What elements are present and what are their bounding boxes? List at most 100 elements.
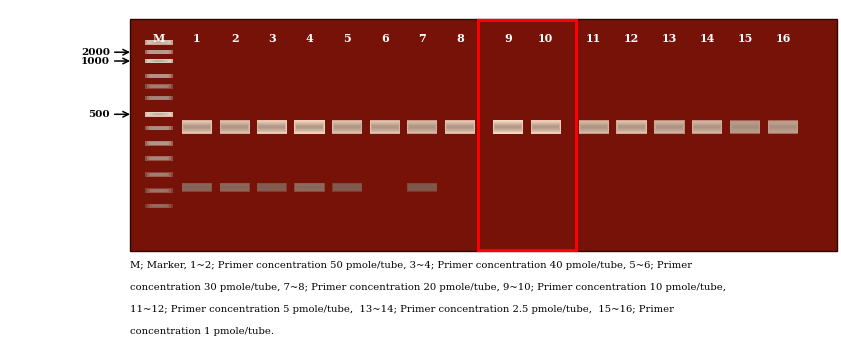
Bar bbox=[157, 42, 161, 43]
Bar bbox=[151, 127, 167, 130]
Bar bbox=[409, 126, 436, 128]
Bar bbox=[294, 121, 325, 133]
Bar bbox=[258, 186, 285, 189]
Bar bbox=[654, 121, 685, 133]
Bar bbox=[182, 183, 212, 192]
Bar bbox=[257, 121, 287, 133]
Bar bbox=[149, 157, 169, 160]
Bar bbox=[182, 184, 211, 191]
Bar bbox=[655, 122, 684, 132]
Bar bbox=[157, 158, 161, 159]
Bar bbox=[694, 126, 721, 128]
Bar bbox=[495, 124, 521, 130]
Bar bbox=[532, 124, 560, 131]
Bar bbox=[145, 96, 172, 100]
Text: M; Marker, 1~2; Primer concentration 50 pmole/tube, 3~4; Primer concentration 40: M; Marker, 1~2; Primer concentration 50 … bbox=[130, 261, 692, 271]
Bar bbox=[183, 186, 210, 189]
Bar bbox=[333, 122, 362, 132]
Bar bbox=[446, 124, 474, 131]
Bar bbox=[156, 60, 162, 61]
Bar bbox=[332, 121, 362, 133]
Bar bbox=[152, 41, 166, 44]
Bar bbox=[770, 126, 796, 128]
Bar bbox=[151, 189, 167, 192]
Bar bbox=[656, 126, 683, 128]
Text: 11~12; Primer concentration 5 pmole/tube,  13~14; Primer concentration 2.5 pmole: 11~12; Primer concentration 5 pmole/tube… bbox=[130, 305, 674, 314]
Bar bbox=[494, 123, 522, 131]
Bar bbox=[333, 123, 362, 131]
Bar bbox=[152, 75, 166, 77]
Bar bbox=[579, 122, 608, 132]
Bar bbox=[408, 122, 436, 132]
Bar bbox=[257, 183, 287, 192]
Bar bbox=[183, 125, 210, 130]
Bar bbox=[692, 121, 722, 133]
Bar bbox=[182, 123, 211, 131]
Bar bbox=[495, 125, 521, 130]
Bar bbox=[296, 186, 323, 189]
Bar bbox=[446, 122, 474, 132]
Bar bbox=[770, 125, 796, 130]
Bar bbox=[447, 126, 473, 128]
Bar bbox=[372, 124, 399, 130]
Bar bbox=[410, 187, 435, 188]
Text: 9: 9 bbox=[504, 33, 512, 44]
Bar bbox=[151, 157, 167, 160]
Text: 500: 500 bbox=[88, 110, 110, 119]
Bar bbox=[531, 121, 561, 133]
Bar bbox=[147, 156, 171, 160]
Text: 10: 10 bbox=[538, 33, 553, 44]
Bar bbox=[409, 125, 436, 130]
Bar bbox=[769, 124, 797, 131]
Text: 1000: 1000 bbox=[82, 57, 110, 66]
Bar bbox=[447, 126, 473, 128]
Bar bbox=[221, 126, 248, 128]
Bar bbox=[493, 121, 523, 133]
Bar bbox=[332, 120, 362, 134]
Bar bbox=[257, 122, 286, 132]
Bar bbox=[532, 124, 559, 130]
Bar bbox=[333, 124, 362, 131]
Bar bbox=[409, 124, 436, 130]
Bar bbox=[370, 120, 400, 134]
Bar bbox=[296, 185, 323, 190]
Bar bbox=[147, 40, 171, 45]
Bar bbox=[618, 125, 645, 129]
Bar bbox=[182, 184, 211, 190]
Bar bbox=[151, 41, 167, 44]
Bar bbox=[145, 50, 172, 54]
Bar bbox=[478, 20, 576, 250]
Bar bbox=[145, 126, 172, 131]
Bar bbox=[532, 126, 559, 128]
Bar bbox=[371, 124, 399, 131]
Bar bbox=[493, 120, 523, 134]
Bar bbox=[296, 125, 323, 129]
Bar bbox=[296, 126, 323, 128]
Text: M: M bbox=[153, 33, 165, 44]
Bar bbox=[730, 121, 760, 133]
Bar bbox=[409, 186, 436, 189]
Bar bbox=[580, 125, 607, 130]
Bar bbox=[294, 183, 325, 192]
Bar bbox=[692, 120, 722, 134]
Text: 7: 7 bbox=[418, 33, 426, 44]
Bar bbox=[334, 185, 361, 190]
Bar bbox=[294, 120, 325, 134]
Bar bbox=[152, 190, 166, 192]
Bar bbox=[220, 123, 249, 131]
Bar bbox=[294, 121, 325, 133]
Bar bbox=[495, 126, 521, 128]
Bar bbox=[445, 121, 475, 133]
Bar bbox=[149, 51, 169, 54]
Bar bbox=[446, 123, 474, 131]
Text: 4: 4 bbox=[305, 33, 314, 44]
Bar bbox=[259, 187, 284, 188]
Bar bbox=[656, 125, 683, 130]
Bar bbox=[258, 126, 285, 128]
Bar bbox=[257, 183, 287, 191]
Bar bbox=[372, 125, 399, 129]
Bar bbox=[258, 125, 285, 129]
Bar bbox=[184, 187, 209, 188]
Bar bbox=[183, 126, 210, 128]
Bar bbox=[294, 183, 325, 191]
